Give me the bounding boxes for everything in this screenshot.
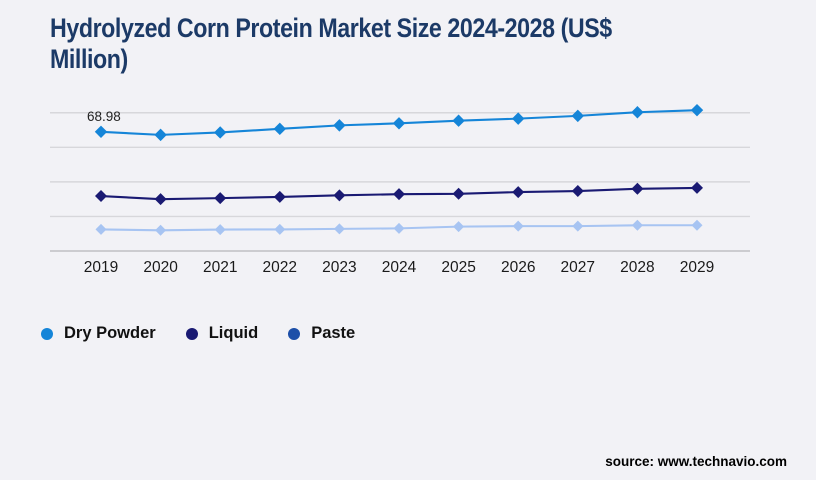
x-axis-label: 2027	[561, 259, 595, 276]
data-label: 68.98	[87, 109, 121, 124]
chart-legend: Dry Powder Liquid Paste	[41, 324, 355, 343]
data-point-marker	[572, 220, 584, 232]
page-title-line2: Million)	[50, 44, 128, 74]
x-axis-label: 2028	[620, 259, 654, 276]
data-point-marker	[691, 181, 703, 194]
page-title: Hydrolyzed Corn Protein Market Size 2024…	[50, 13, 703, 75]
data-point-marker	[274, 223, 286, 235]
data-point-marker	[452, 187, 465, 200]
data-point-marker	[631, 106, 644, 119]
data-point-marker	[95, 223, 107, 235]
data-point-marker	[214, 126, 227, 139]
data-point-marker	[392, 117, 406, 130]
dry-powder-dot-icon	[41, 327, 53, 340]
data-point-marker	[273, 190, 286, 203]
x-axis-label: 2024	[382, 259, 417, 276]
data-point-marker	[690, 103, 704, 117]
legend-label: Dry Powder	[64, 324, 156, 342]
data-point-marker	[333, 119, 346, 132]
data-point-marker	[154, 128, 167, 142]
data-point-marker	[691, 219, 703, 231]
x-axis-label: 2023	[322, 259, 356, 276]
x-axis-label: 2026	[501, 259, 535, 276]
x-axis-label: 2021	[203, 259, 237, 276]
market-size-line-chart: 2019 2020 2021 2022 2023 2024 2025 2026 2027 2028…	[50, 103, 750, 276]
data-point-marker	[452, 114, 465, 127]
data-point-marker	[571, 185, 584, 198]
data-point-marker	[214, 192, 227, 205]
data-point-marker	[453, 221, 465, 233]
paste-dot-icon	[288, 327, 301, 340]
x-axis-label: 2019	[84, 259, 118, 276]
legend-label: Liquid	[208, 324, 259, 342]
data-point-marker	[512, 220, 524, 232]
x-axis-label: 2022	[263, 259, 297, 276]
legend-label: Paste	[311, 324, 356, 342]
data-point-marker	[512, 186, 525, 199]
data-point-marker	[214, 224, 226, 236]
page-title-line1: Hydrolyzed Corn Protein Market Size 2024…	[50, 13, 612, 43]
data-point-marker	[333, 189, 346, 202]
source-attribution: source: www.technavio.com	[605, 454, 787, 469]
x-axis-label: 2029	[680, 259, 714, 276]
data-point-marker	[333, 223, 345, 235]
data-point-marker	[631, 219, 643, 231]
legend-item-dry-powder: Dry Powder	[41, 324, 156, 343]
legend-item-paste: Paste	[288, 324, 355, 343]
data-point-marker	[155, 224, 167, 236]
data-point-marker	[95, 190, 107, 203]
data-point-marker	[154, 193, 167, 206]
data-point-marker	[273, 122, 286, 136]
data-point-marker	[94, 125, 108, 139]
legend-item-liquid: Liquid	[185, 324, 259, 343]
liquid-dot-icon	[185, 327, 198, 340]
data-point-marker	[631, 182, 644, 195]
data-point-marker	[512, 112, 525, 125]
data-point-marker	[571, 109, 584, 123]
x-axis-label: 2025	[441, 259, 475, 276]
data-point-marker	[393, 188, 405, 201]
x-axis-label: 2020	[143, 259, 178, 276]
data-point-marker	[393, 222, 405, 234]
